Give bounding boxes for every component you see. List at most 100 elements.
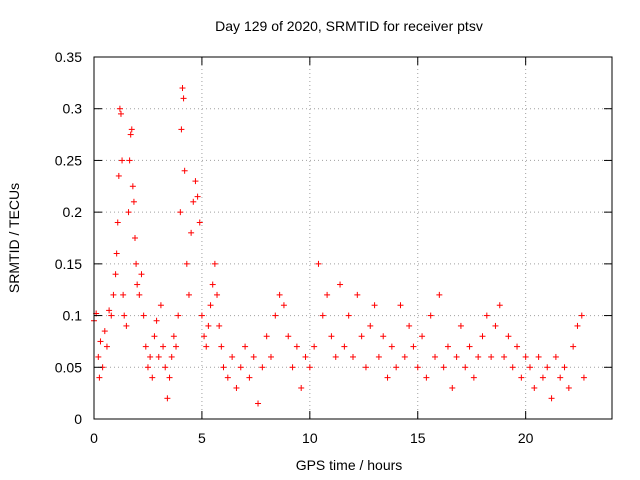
data-point — [121, 312, 128, 319]
data-point — [170, 333, 177, 340]
data-point — [324, 291, 331, 298]
data-point — [518, 374, 525, 381]
data-point — [110, 291, 117, 298]
x-axis-label: GPS time / hours — [296, 457, 403, 473]
data-point — [496, 302, 503, 309]
data-point — [457, 322, 464, 329]
data-point — [362, 364, 369, 371]
data-point — [509, 364, 516, 371]
data-point — [388, 343, 395, 350]
data-point — [492, 322, 499, 329]
data-point — [205, 322, 212, 329]
data-point — [505, 333, 512, 340]
data-point — [153, 317, 160, 324]
data-point — [178, 126, 185, 133]
data-point — [345, 312, 352, 319]
data-point — [272, 312, 279, 319]
data-point — [155, 353, 162, 360]
data-point — [250, 353, 257, 360]
y-tick-label: 0.25 — [55, 152, 82, 168]
data-point — [194, 193, 201, 200]
data-point — [531, 384, 538, 391]
data-point — [198, 312, 205, 319]
data-point — [132, 235, 139, 241]
data-point — [419, 333, 426, 340]
y-tick-label: 0.35 — [55, 49, 82, 65]
data-point — [565, 384, 572, 391]
data-point — [113, 250, 120, 257]
data-point — [166, 374, 173, 381]
data-point — [514, 343, 521, 350]
data-point — [119, 157, 126, 164]
data-point — [367, 322, 374, 329]
data-point — [449, 384, 456, 391]
y-tick-label: 0 — [74, 411, 82, 427]
data-point — [147, 353, 154, 360]
data-point — [96, 374, 103, 381]
data-point — [289, 364, 296, 371]
grid-lines — [94, 57, 612, 419]
data-point — [103, 343, 110, 350]
data-point — [129, 183, 136, 190]
data-point — [432, 353, 439, 360]
data-point — [423, 374, 430, 381]
data-point — [95, 353, 102, 360]
data-point — [116, 105, 123, 112]
data-point — [384, 374, 391, 381]
data-point — [414, 364, 421, 371]
data-point — [246, 374, 253, 381]
data-point — [397, 302, 404, 309]
data-point — [453, 353, 460, 360]
data-point — [115, 172, 122, 179]
data-points — [91, 85, 587, 407]
data-point — [201, 333, 208, 340]
data-point — [207, 302, 214, 309]
data-point — [479, 333, 486, 340]
data-point — [190, 198, 197, 205]
data-point — [242, 343, 249, 350]
data-point — [302, 353, 309, 360]
data-point — [259, 364, 266, 371]
data-point — [557, 374, 564, 381]
data-point — [436, 291, 443, 298]
data-point — [332, 353, 339, 360]
data-point — [133, 260, 140, 267]
data-point — [552, 353, 559, 360]
data-point — [570, 343, 577, 350]
data-point — [216, 322, 223, 329]
data-point — [209, 281, 216, 288]
data-point — [293, 343, 300, 350]
data-point — [185, 291, 192, 298]
data-point — [255, 400, 262, 407]
data-point — [128, 126, 135, 133]
data-point — [164, 395, 171, 402]
data-point — [106, 307, 113, 314]
chart-title: Day 129 of 2020, SRMTID for receiver pts… — [215, 18, 483, 34]
data-point — [117, 110, 124, 117]
data-point — [462, 364, 469, 371]
data-point — [130, 198, 137, 205]
data-point — [306, 364, 313, 371]
data-point — [401, 353, 408, 360]
data-point — [142, 343, 149, 350]
data-point — [393, 364, 400, 371]
tick-labels: 0 0.05 0.1 0.15 0.2 0.25 0.3 0.35 0 5 10 15 20 — [55, 49, 534, 446]
data-point — [315, 260, 322, 267]
data-point — [544, 364, 551, 371]
data-point — [180, 95, 187, 102]
data-point — [138, 271, 145, 278]
data-point — [350, 353, 356, 360]
data-point — [410, 343, 417, 350]
axis-ticks — [93, 56, 612, 420]
x-tick-label: 0 — [90, 430, 98, 446]
data-point — [475, 353, 482, 360]
data-point — [218, 343, 225, 350]
data-point — [539, 374, 546, 381]
data-point — [123, 322, 130, 329]
data-point — [168, 353, 175, 360]
x-tick-label: 20 — [518, 430, 534, 446]
data-point — [173, 343, 180, 350]
data-point — [136, 291, 143, 298]
data-point — [97, 338, 104, 345]
